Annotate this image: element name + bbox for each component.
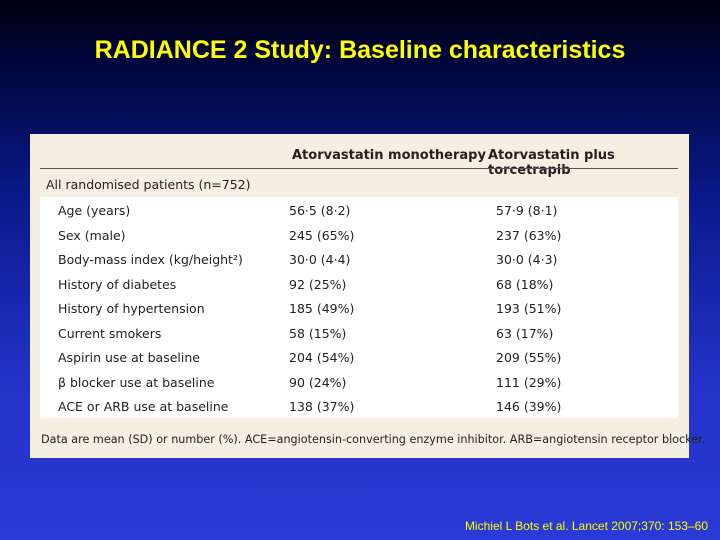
combination-value: 237 (63%) xyxy=(496,227,562,243)
table-row: Age (years) 56·5 (8·2) 57·9 (8·1) xyxy=(40,198,678,222)
monotherapy-value: 185 (49%) xyxy=(289,301,355,316)
combination-value: 30·0 (4·3) xyxy=(496,252,558,267)
row-label: History of diabetes xyxy=(58,276,177,292)
table-row: ACE or ARB use at baseline 138 (37%) 146… xyxy=(40,394,678,418)
combination-value: 68 (18%) xyxy=(496,276,554,292)
combination-value: 209 (55%) xyxy=(496,350,562,365)
monotherapy-value: 92 (25%) xyxy=(289,276,347,292)
table-row: β blocker use at baseline 90 (24%) 111 (… xyxy=(40,370,678,394)
monotherapy-value: 245 (65%) xyxy=(289,227,355,243)
monotherapy-value: 30·0 (4·4) xyxy=(289,252,351,267)
table-row: Current smokers 58 (15%) 63 (17%) xyxy=(40,321,678,345)
combination-value: 111 (29%) xyxy=(496,374,562,390)
combination-value: 146 (39%) xyxy=(496,399,562,414)
row-label: Current smokers xyxy=(58,325,162,341)
table-row: Sex (male) 245 (65%) 237 (63%) xyxy=(40,223,678,247)
row-label: ACE or ARB use at baseline xyxy=(58,399,229,414)
row-label: β blocker use at baseline xyxy=(58,374,215,390)
header-divider xyxy=(40,168,678,169)
monotherapy-value: 138 (37%) xyxy=(289,399,355,414)
combination-value: 57·9 (8·1) xyxy=(496,203,558,218)
table-row: Aspirin use at baseline 204 (54%) 209 (5… xyxy=(40,345,678,369)
column-header-monotherapy: Atorvastatin monotherapy xyxy=(292,148,486,163)
row-label: Body-mass index (kg/height²) xyxy=(58,252,243,267)
table-row: History of hypertension 185 (49%) 193 (5… xyxy=(40,296,678,320)
combination-value: 63 (17%) xyxy=(496,325,554,341)
monotherapy-value: 90 (24%) xyxy=(289,374,347,390)
baseline-table: Atorvastatin monotherapy Atorvastatin pl… xyxy=(30,134,705,458)
table-row: Body-mass index (kg/height²) 30·0 (4·4) … xyxy=(40,247,678,271)
citation: Michiel L Bots et al. Lancet 2007;370: 1… xyxy=(464,519,708,533)
section-label: All randomised patients (n=752) xyxy=(46,177,251,192)
row-label: Sex (male) xyxy=(58,227,126,243)
table-row: History of diabetes 92 (25%) 68 (18%) xyxy=(40,272,678,296)
table-header: Atorvastatin monotherapy Atorvastatin pl… xyxy=(30,134,689,178)
slide-title: RADIANCE 2 Study: Baseline characteristi… xyxy=(94,36,626,64)
row-label: History of hypertension xyxy=(58,301,205,316)
column-header-combination: Atorvastatin plus torcetrapib xyxy=(488,148,615,178)
table-body: Age (years) 56·5 (8·2) 57·9 (8·1) Sex (m… xyxy=(40,197,678,418)
monotherapy-value: 204 (54%) xyxy=(289,350,355,365)
row-label: Age (years) xyxy=(58,203,131,218)
monotherapy-value: 58 (15%) xyxy=(289,325,347,341)
monotherapy-value: 56·5 (8·2) xyxy=(289,203,351,218)
combination-value: 193 (51%) xyxy=(496,301,562,316)
row-label: Aspirin use at baseline xyxy=(58,350,200,365)
table-footnote: Data are mean (SD) or number (%). ACE=an… xyxy=(41,433,706,446)
